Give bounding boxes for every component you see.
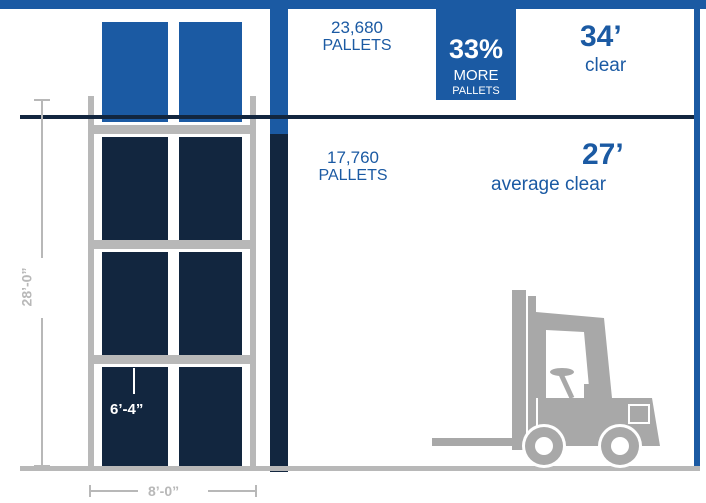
rack-upright-left <box>88 96 94 471</box>
top-border <box>0 0 706 9</box>
top-clear-height: 34’ <box>580 20 622 53</box>
bottom-pallet-count: 17,760 PALLETS <box>298 149 408 184</box>
top-pallet-label: PALLETS <box>322 37 392 54</box>
rack-upright-right <box>250 96 256 471</box>
top-pallet-left <box>102 22 168 122</box>
more-percent: 33% <box>448 34 504 64</box>
rack-beam-3 <box>88 355 256 364</box>
top-pallet-number: 23,680 <box>331 18 383 37</box>
bottom-clear-label: average clear <box>491 174 607 195</box>
rack-beam-1 <box>88 125 256 134</box>
bottom-pallet-number: 17,760 <box>327 148 379 167</box>
rack-height-label: 28’-0” <box>18 267 35 307</box>
more-label: MORE <box>453 67 499 84</box>
pallet-row1-right <box>179 137 242 240</box>
pallet-row3-right <box>179 367 242 471</box>
top-clear-label: clear <box>585 55 627 76</box>
pallet-height-label: 6’-4” <box>110 401 144 418</box>
pallet-row1-left <box>102 137 168 240</box>
floor-line <box>20 466 700 471</box>
bottom-clear-height: 27’ <box>582 138 624 171</box>
column-blue-top <box>270 9 288 134</box>
forklift-icon <box>432 290 660 468</box>
right-border <box>694 0 700 470</box>
rack-beam-2 <box>88 240 256 249</box>
clear-height-line <box>20 115 694 119</box>
bottom-pallet-label: PALLETS <box>318 167 388 184</box>
top-pallet-right <box>179 22 242 122</box>
more-pallets-badge: 33% MORE PALLETS <box>436 8 516 100</box>
more-pallets-label: PALLETS <box>452 85 500 97</box>
pallet-row2-right <box>179 252 242 355</box>
rack-width-label: 8’-0” <box>148 483 180 499</box>
top-pallet-count: 23,680 PALLETS <box>302 19 412 54</box>
pallet-row2-left <box>102 252 168 355</box>
